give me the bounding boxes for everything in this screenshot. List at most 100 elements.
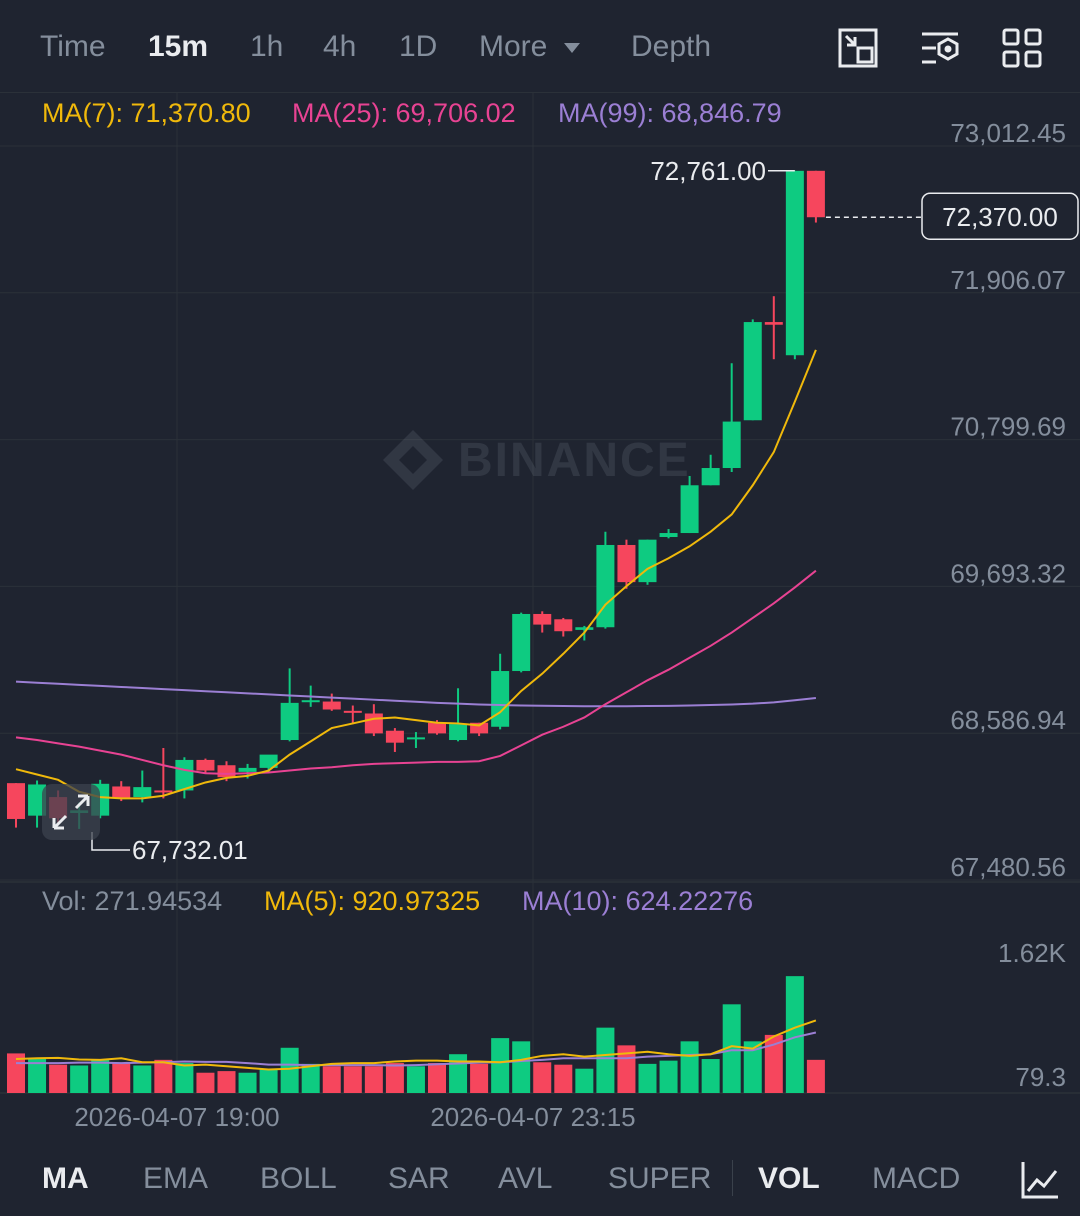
volume-bar (217, 1071, 236, 1093)
volume-bar (638, 1063, 657, 1093)
volume-bar (112, 1063, 131, 1093)
candle-down (364, 713, 383, 734)
candle-up (785, 170, 804, 356)
candle-up (722, 421, 741, 469)
volume-bar (764, 1034, 783, 1093)
volume-bar (70, 1065, 89, 1093)
vol-ma10-legend: MA(10): 624.22276 (522, 886, 754, 916)
volume-axis-label: 1.62K (998, 938, 1067, 968)
volume-bar (154, 1059, 173, 1093)
volume-bar (491, 1038, 510, 1093)
candle-up (28, 784, 47, 816)
candle-up (133, 787, 152, 798)
ma99-line (15, 680, 817, 708)
volume-bar (175, 1063, 194, 1093)
volume-bar (512, 1041, 531, 1093)
candle-up (175, 759, 194, 791)
grid-layout-icon[interactable] (1002, 28, 1042, 68)
volume-bar (280, 1047, 299, 1093)
indicator-boll[interactable]: BOLL (260, 1162, 337, 1195)
ma99-legend: MA(99): 68,846.79 (558, 98, 782, 128)
indicator-vol[interactable]: VOL (758, 1162, 820, 1195)
candle-down (112, 786, 131, 799)
price-axis-label: 68,586.94 (950, 705, 1066, 735)
last-price-label: 72,370.00 (942, 202, 1058, 232)
volume-bar (722, 1004, 741, 1093)
chart-settings-icon[interactable] (920, 28, 960, 68)
candle-up (406, 737, 425, 740)
volume-bar (322, 1066, 341, 1093)
ma7-legend: MA(7): 71,370.80 (42, 98, 251, 128)
candle-up (596, 544, 615, 628)
volume-bar (133, 1065, 152, 1093)
more-label: More (479, 30, 548, 63)
indicator-macd[interactable]: MACD (872, 1162, 961, 1195)
watermark-text: BINANCE (458, 434, 691, 487)
tab-1h[interactable]: 1h (250, 30, 284, 63)
binance-diamond-icon (383, 430, 443, 490)
volume-bar (806, 1059, 825, 1093)
volume-bar (659, 1060, 678, 1093)
price-axis-label: 69,693.32 (950, 558, 1066, 588)
volume-bar (575, 1068, 594, 1093)
candle-down (806, 170, 825, 218)
volume-bar (259, 1068, 278, 1093)
indicator-bar: MA EMA BOLL SAR AVL SUPER VOL MACD (0, 1136, 1080, 1216)
price-axis-label: 67,480.56 (950, 852, 1066, 882)
tab-4h[interactable]: 4h (323, 30, 357, 63)
candle-down (764, 322, 783, 325)
volume-bar (428, 1063, 446, 1093)
price-axis-label: 70,799.69 (950, 412, 1066, 442)
indicator-sar[interactable]: SAR (388, 1162, 450, 1195)
candle-down (428, 722, 446, 734)
candle-up (680, 485, 699, 534)
volume-bar (701, 1059, 720, 1093)
volume-bar (406, 1066, 425, 1093)
volume-ma5-line (15, 1019, 817, 1071)
tab-more[interactable]: More (479, 30, 582, 64)
volume-bar (680, 1041, 699, 1093)
indicator-settings-icon[interactable] (1020, 1160, 1060, 1200)
tab-depth[interactable]: Depth (631, 30, 712, 63)
indicator-avl[interactable]: AVL (498, 1162, 553, 1195)
candle-down (554, 619, 573, 632)
volume-bar (785, 976, 804, 1093)
candle-down (196, 759, 215, 771)
tab-15m[interactable]: 15m (148, 30, 209, 63)
volume-axis-label: 79.3 (1015, 1062, 1066, 1092)
candle-up (259, 754, 278, 768)
volume-bar (49, 1064, 68, 1093)
volume-legend: Vol: 271.94534 (42, 886, 223, 916)
fullscreen-exit-icon[interactable] (838, 28, 878, 68)
caret-down-icon (563, 43, 580, 54)
volume-bar (301, 1063, 320, 1093)
ma7-line (15, 349, 817, 800)
indicator-ma[interactable]: MA (42, 1162, 89, 1195)
volume-bar (196, 1072, 215, 1093)
volume-bar (470, 1063, 489, 1093)
candle-down (343, 710, 362, 713)
candle-up (638, 539, 657, 583)
ma25-line (15, 569, 817, 775)
tab-1d[interactable]: 1D (399, 30, 438, 63)
candle-down (385, 730, 404, 743)
candle-down (7, 783, 25, 819)
timeframe-toolbar: Time 15m 1h 4h 1D More Depth (0, 0, 1080, 93)
candle-up (238, 767, 257, 772)
indicator-super[interactable]: SUPER (608, 1162, 712, 1195)
expand-chart-button[interactable] (42, 784, 100, 840)
vol-ma5-legend: MA(5): 920.97325 (264, 886, 481, 916)
volume-bar (238, 1072, 257, 1093)
candle-down (322, 701, 341, 710)
candle-up (659, 533, 678, 538)
tab-time[interactable]: Time (40, 30, 106, 63)
candle-down (217, 765, 236, 778)
expand-icon (52, 794, 90, 830)
candle-down (470, 722, 489, 734)
candle-down (533, 613, 552, 625)
indicator-ema[interactable]: EMA (143, 1162, 209, 1195)
volume-bar (28, 1059, 47, 1093)
last-price-box (921, 192, 1079, 240)
candle-up (449, 724, 468, 741)
